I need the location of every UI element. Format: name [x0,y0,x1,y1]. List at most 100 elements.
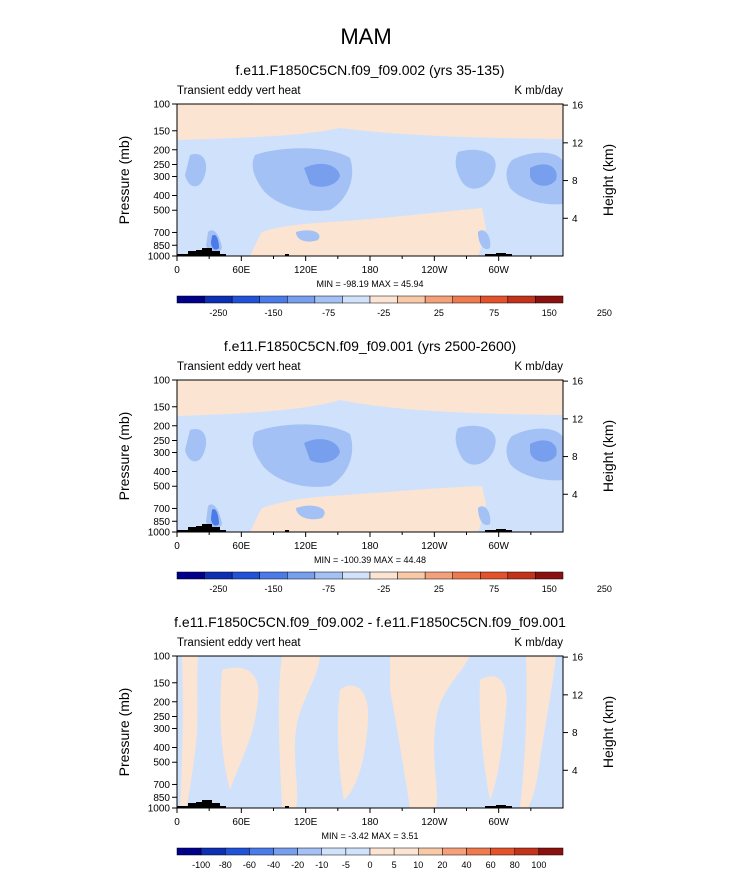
panel-2-lower-positive-region [250,486,486,532]
colorbar-swatch [176,571,205,580]
colorbar-label: 80 [510,860,520,870]
colorbar-label: 250 [597,308,612,318]
panel-2-colorbar: -250 -150 -75 -25 25 75 150 250 [176,571,612,594]
panel-3-stats: MIN = -3.42 MAX = 3.51 [321,831,418,841]
panel-1-x-ticks: 0 60E 120E 180 120W 60W [174,256,532,276]
colorbar-swatch [314,571,343,580]
colorbar-swatch [369,571,398,580]
panel-2-tropopause-eddy-atlantic-core [304,439,340,463]
panel-3-positive-streak-6 [479,676,507,800]
y-tick-label: 1000 [148,804,171,815]
y2-tick-label: 4 [572,214,578,225]
panel-2-stats: MIN = -100.39 MAX = 44.48 [314,555,426,565]
panel-1-tropopause-eddy-pacific [455,149,496,189]
panel-3-y-axis-label: Pressure (mb) [116,688,132,777]
panel-3-positive-streak-1 [180,656,198,808]
panel-2-y-axis-label: Pressure (mb) [116,412,132,501]
panel-1-terrain [177,248,512,256]
y-tick-label: 500 [153,482,170,493]
colorbar-swatch [342,571,371,580]
panel-3-positive-streak-3 [278,656,320,808]
colorbar-label: -150 [264,584,282,594]
y-tick-label: 250 [153,436,170,447]
colorbar-swatch [345,847,371,856]
y-tick-label: 250 [153,160,170,171]
colorbar-swatch [259,295,288,304]
colorbar-label: 100 [531,860,546,870]
colorbar-swatch [466,847,491,856]
colorbar-swatch [490,847,515,856]
y-tick-label: 150 [153,678,170,689]
y-tick-label: 200 [153,421,170,432]
panel-3-plot-area [177,656,563,808]
y-tick-label: 850 [153,793,170,804]
panel-3-positive-streak-5 [390,656,470,808]
y-tick-label: 250 [153,712,170,723]
y-tick-label: 200 [153,145,170,156]
y2-tick-label: 12 [572,414,584,425]
colorbar-swatch [231,571,260,580]
panel-2-low-level-eddy-2 [296,505,325,520]
colorbar-swatch [393,847,419,856]
panel-1-subtitle-left: Transient eddy vert heat [177,85,301,97]
colorbar-swatch [259,571,288,580]
y2-tick-label: 16 [572,101,584,112]
x-tick-label: 180 [362,817,379,828]
colorbar-label: -250 [209,308,227,318]
colorbar-swatch [176,295,205,304]
panel-1-lower-positive-region [250,208,486,256]
x-tick-label: 60E [232,817,250,828]
colorbar-swatch [514,847,540,856]
colorbar-swatch [297,847,322,856]
panel-2-terrain [177,524,512,532]
panel-1-y-axis-label: Pressure (mb) [116,136,132,225]
y-tick-label: 700 [153,780,170,791]
panel-1-low-level-eddy-1-core [211,234,219,250]
y-tick-label: 100 [153,376,170,387]
panel-1-title: f.e11.F1850C5CN.f09_f09.002 (yrs 35-135) [235,62,504,78]
colorbar-swatch [452,295,481,304]
panel-1-y2-axis-label: Height (km) [600,144,616,216]
y2-tick-label: 8 [572,728,578,739]
panel-2-x-ticks: 0 60E 120E 180 120W 60W [174,532,532,552]
y-tick-label: 100 [153,100,170,111]
colorbar-swatch [204,571,233,580]
y-tick-label: 1000 [148,528,171,539]
panel-1-colorbar: -250 -150 -75 -25 25 75 150 250 [176,295,612,318]
y-tick-label: 700 [153,228,170,239]
panel-2-tropopause-eddy-left [185,429,207,462]
colorbar-swatch [480,295,509,304]
y-tick-label: 400 [153,191,170,202]
colorbar-label: 60 [486,860,496,870]
colorbar-label: 10 [413,860,423,870]
colorbar-swatch [273,847,298,856]
colorbar-swatch [204,295,233,304]
panel-1-tropopause-eddy-east-core [530,164,557,186]
colorbar-label: 75 [489,584,499,594]
panel-1-y2-ticks: 16 12 8 4 [563,101,584,225]
colorbar-label: 40 [461,860,471,870]
panel-3-terrain [177,800,512,808]
panel-1-subtitle-right: K mb/day [514,85,563,97]
colorbar-label: -250 [209,584,227,594]
x-tick-label: 120W [421,265,448,276]
x-tick-label: 0 [174,265,180,276]
x-tick-label: 180 [362,265,379,276]
panel-1-plot-area [177,104,563,256]
panel-3-colorbar: -100 -80 -60 -40 -20 -10 -5 0 5 10 20 40 60 80 100 [176,847,564,870]
y-tick-label: 200 [153,697,170,708]
y-tick-label: 100 [153,652,170,663]
x-tick-label: 60E [232,265,250,276]
colorbar-label: 75 [489,308,499,318]
y-tick-label: 700 [153,504,170,515]
panel-3-positive-streak-7 [520,656,556,808]
colorbar-label: -25 [377,584,390,594]
colorbar-swatch [200,847,226,856]
y2-tick-label: 4 [572,490,578,501]
panel-1-upper-positive-band [177,104,563,140]
panel-1: f.e11.F1850C5CN.f09_f09.002 (yrs 35-135)… [116,62,616,318]
panel-1-tropopause-eddy-atlantic-core [304,163,340,187]
panel-1-low-level-eddy-3 [478,230,491,250]
colorbar-label: -25 [377,308,390,318]
